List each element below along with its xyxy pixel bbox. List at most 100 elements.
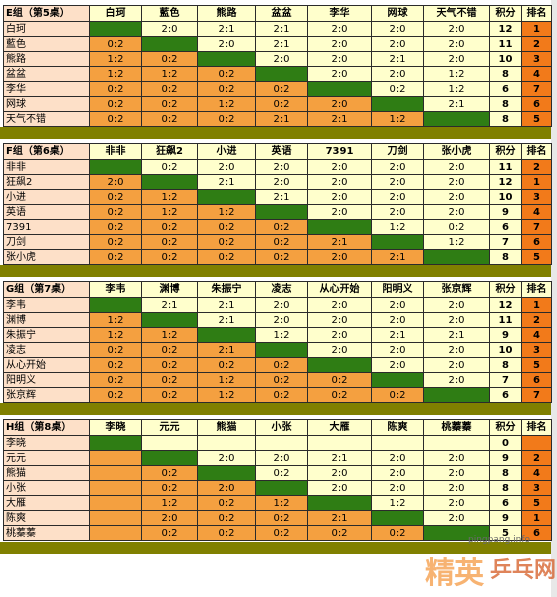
score-cell[interactable]: 2:0	[423, 342, 490, 358]
score-cell[interactable]: 2:0	[423, 495, 490, 511]
score-cell[interactable]: 0:2	[141, 525, 198, 541]
score-cell[interactable]: 2:1	[371, 327, 424, 343]
player-name-cell[interactable]: 小进	[3, 189, 90, 205]
rank-cell[interactable]	[521, 435, 552, 451]
score-cell[interactable]: 0:2	[197, 81, 256, 97]
score-cell[interactable]: 0:2	[141, 111, 198, 127]
score-cell[interactable]: 0:2	[89, 96, 142, 112]
column-header-player[interactable]: 李华	[307, 5, 372, 22]
score-cell[interactable]: 0:2	[255, 465, 308, 481]
score-cell[interactable]: 0:2	[89, 342, 142, 358]
score-cell[interactable]: 1:2	[371, 111, 424, 127]
score-cell[interactable]: 2:0	[371, 21, 424, 37]
diagonal-cell[interactable]	[307, 495, 372, 511]
score-cell[interactable]: 0:2	[141, 234, 198, 250]
score-cell[interactable]: 2:0	[371, 159, 424, 175]
rank-cell[interactable]: 2	[521, 450, 552, 466]
score-cell[interactable]	[89, 480, 142, 496]
score-cell[interactable]: 2:0	[423, 357, 490, 373]
score-cell[interactable]: 0:2	[307, 525, 372, 541]
score-cell[interactable]: 1:2	[197, 204, 256, 220]
diagonal-cell[interactable]	[255, 66, 308, 82]
score-cell[interactable]: 2:1	[423, 96, 490, 112]
score-cell[interactable]: 0:2	[141, 159, 198, 175]
column-header-player[interactable]: 天气不错	[423, 5, 490, 22]
rank-cell[interactable]: 4	[521, 204, 552, 220]
player-name-cell[interactable]: 非非	[3, 159, 90, 175]
score-cell[interactable]: 0:2	[255, 525, 308, 541]
points-cell[interactable]: 7	[489, 372, 522, 388]
points-cell[interactable]: 6	[489, 495, 522, 511]
score-cell[interactable]: 2:0	[371, 357, 424, 373]
rank-cell[interactable]: 6	[521, 525, 552, 541]
score-cell[interactable]: 2:0	[307, 249, 372, 265]
score-cell[interactable]: 2:0	[307, 342, 372, 358]
score-cell[interactable]: 0:2	[255, 357, 308, 373]
score-cell[interactable]: 2:0	[423, 480, 490, 496]
column-header-player[interactable]: 网球	[371, 5, 424, 22]
rank-cell[interactable]: 2	[521, 312, 552, 328]
score-cell[interactable]: 0:2	[141, 387, 198, 403]
player-name-cell[interactable]: 张小虎	[3, 249, 90, 265]
column-header-player[interactable]: 狂飙2	[141, 143, 198, 160]
score-cell[interactable]: 2:1	[197, 342, 256, 358]
points-cell[interactable]: 8	[489, 96, 522, 112]
score-cell[interactable]: 2:0	[307, 21, 372, 37]
player-name-cell[interactable]: 李华	[3, 81, 90, 97]
rank-cell[interactable]: 6	[521, 372, 552, 388]
group-title[interactable]: G组（第7桌）	[3, 281, 90, 298]
score-cell[interactable]: 2:0	[255, 297, 308, 313]
group-title[interactable]: H组（第8桌）	[3, 419, 90, 436]
score-cell[interactable]: 0:2	[89, 372, 142, 388]
score-cell[interactable]: 0:2	[197, 510, 256, 526]
score-cell[interactable]: 2:1	[197, 21, 256, 37]
rank-cell[interactable]: 7	[521, 387, 552, 403]
score-cell[interactable]: 0:2	[141, 357, 198, 373]
score-cell[interactable]: 2:0	[307, 174, 372, 190]
rank-cell[interactable]: 5	[521, 495, 552, 511]
score-cell[interactable]	[371, 435, 424, 451]
score-cell[interactable]: 2:0	[307, 96, 372, 112]
points-cell[interactable]: 9	[489, 204, 522, 220]
score-cell[interactable]: 0:2	[197, 249, 256, 265]
column-header-player[interactable]: 非非	[89, 143, 142, 160]
diagonal-cell[interactable]	[141, 312, 198, 328]
score-cell[interactable]: 2:0	[141, 21, 198, 37]
score-cell[interactable]: 2:1	[371, 249, 424, 265]
score-cell[interactable]: 2:1	[197, 174, 256, 190]
score-cell[interactable]: 1:2	[371, 495, 424, 511]
score-cell[interactable]: 2:0	[307, 480, 372, 496]
column-header-points[interactable]: 积分	[489, 5, 522, 22]
score-cell[interactable]: 2:0	[307, 159, 372, 175]
points-cell[interactable]: 9	[489, 327, 522, 343]
player-name-cell[interactable]: 李韦	[3, 297, 90, 313]
column-header-player[interactable]: 7391	[307, 143, 372, 160]
score-cell[interactable]: 2:1	[423, 327, 490, 343]
score-cell[interactable]: 0:2	[255, 510, 308, 526]
score-cell[interactable]	[89, 450, 142, 466]
score-cell[interactable]: 2:0	[307, 327, 372, 343]
points-cell[interactable]: 8	[489, 111, 522, 127]
score-cell[interactable]: 2:1	[255, 21, 308, 37]
player-name-cell[interactable]: 7391	[3, 219, 90, 235]
score-cell[interactable]: 1:2	[141, 327, 198, 343]
score-cell[interactable]: 0:2	[255, 372, 308, 388]
points-cell[interactable]: 10	[489, 51, 522, 67]
score-cell[interactable]: 0:2	[89, 234, 142, 250]
points-cell[interactable]: 8	[489, 66, 522, 82]
player-name-cell[interactable]: 大雁	[3, 495, 90, 511]
points-cell[interactable]: 10	[489, 342, 522, 358]
score-cell[interactable]: 0:2	[371, 387, 424, 403]
score-cell[interactable]: 0:2	[423, 219, 490, 235]
diagonal-cell[interactable]	[197, 465, 256, 481]
rank-cell[interactable]: 2	[521, 36, 552, 52]
score-cell[interactable]: 2:0	[255, 450, 308, 466]
column-header-rank[interactable]: 排名	[521, 281, 552, 298]
player-name-cell[interactable]: 朱振宁	[3, 327, 90, 343]
player-name-cell[interactable]: 凌志	[3, 342, 90, 358]
score-cell[interactable]: 1:2	[371, 219, 424, 235]
score-cell[interactable]: 0:2	[141, 81, 198, 97]
player-name-cell[interactable]: 小张	[3, 480, 90, 496]
score-cell[interactable]: 1:2	[423, 234, 490, 250]
score-cell[interactable]	[141, 435, 198, 451]
